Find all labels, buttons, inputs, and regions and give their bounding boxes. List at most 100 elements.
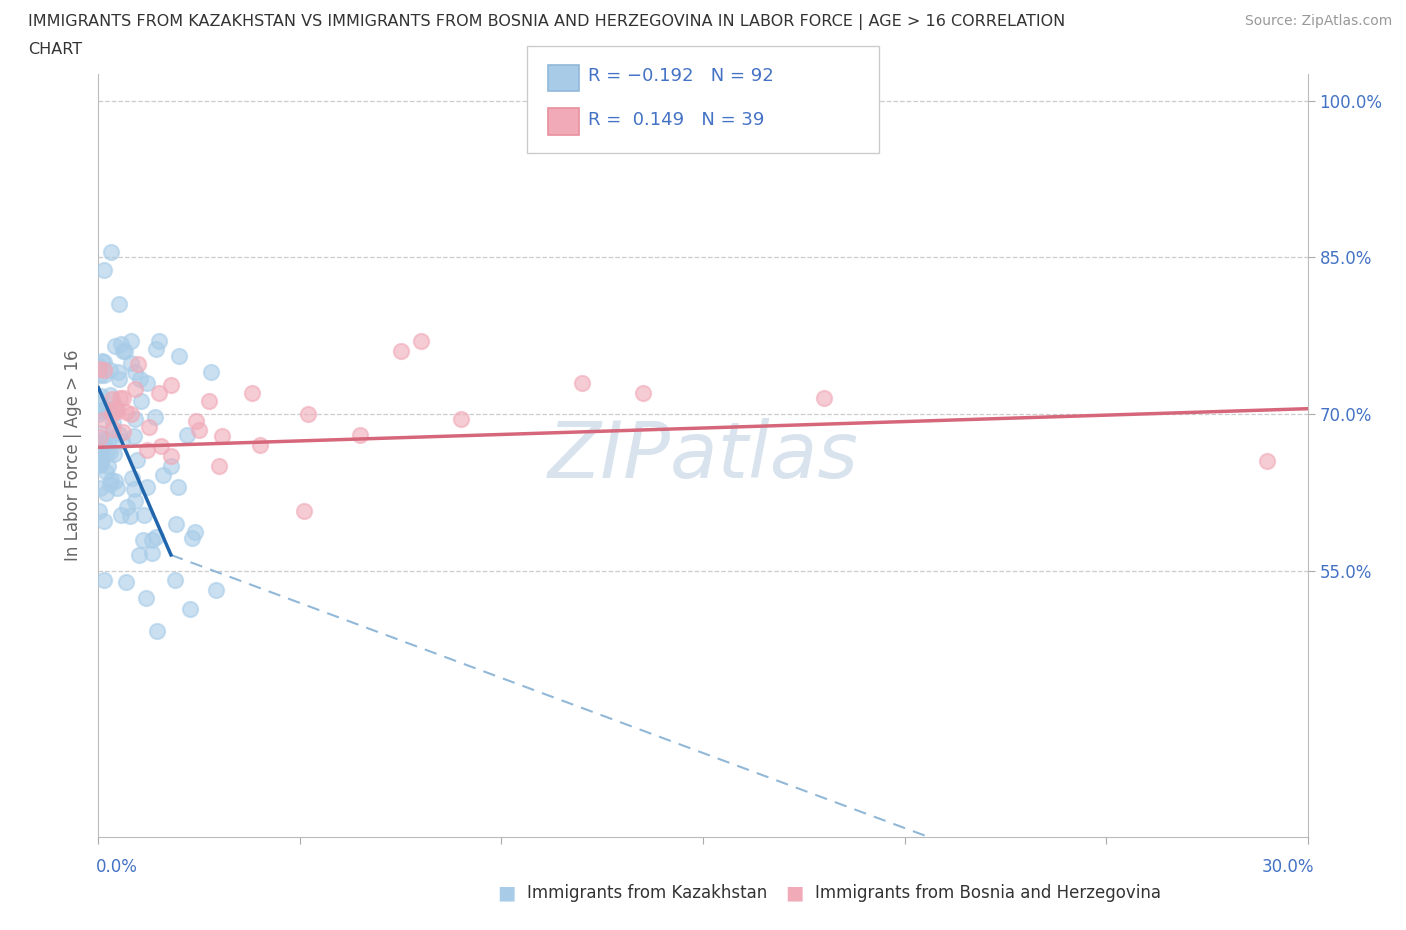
Point	[179, 602, 201, 617]
Point	[148, 333, 170, 348]
Point	[138, 419, 160, 434]
Point	[90, 404, 112, 418]
Point	[89, 430, 111, 445]
Point	[389, 344, 412, 359]
Point	[152, 467, 174, 482]
Point	[89, 367, 111, 382]
Point	[110, 508, 132, 523]
Point	[90, 452, 112, 467]
Point	[103, 339, 125, 353]
Point	[93, 572, 115, 587]
Point	[96, 444, 118, 458]
Point	[176, 428, 198, 443]
Point	[111, 424, 134, 439]
Point	[89, 362, 111, 377]
Point	[93, 437, 115, 452]
Text: R =  0.149   N = 39: R = 0.149 N = 39	[588, 111, 763, 129]
Point	[184, 414, 207, 429]
Point	[167, 349, 190, 364]
Point	[108, 391, 131, 405]
Point	[115, 575, 138, 590]
Text: R = −0.192   N = 92: R = −0.192 N = 92	[588, 67, 773, 86]
Point	[87, 435, 110, 450]
Point	[167, 479, 190, 494]
Point	[89, 458, 111, 472]
Point	[101, 415, 124, 430]
Point	[93, 354, 115, 369]
Point	[93, 363, 115, 378]
Point	[145, 529, 167, 544]
Point	[98, 363, 121, 378]
Text: CHART: CHART	[28, 42, 82, 57]
Point	[110, 337, 132, 352]
Point	[205, 582, 228, 597]
Point	[100, 406, 122, 421]
Point	[136, 480, 159, 495]
Point	[103, 446, 125, 461]
Point	[91, 403, 114, 418]
Point	[132, 508, 155, 523]
Text: ZIPatlas: ZIPatlas	[547, 418, 859, 494]
Point	[184, 525, 207, 539]
Text: ■: ■	[496, 884, 516, 902]
Point	[90, 452, 112, 467]
Point	[114, 405, 136, 419]
Point	[94, 486, 117, 501]
Point	[132, 533, 155, 548]
Point	[124, 365, 146, 379]
Point	[813, 391, 835, 405]
Point	[150, 438, 173, 453]
Point	[105, 481, 128, 496]
Point	[450, 412, 472, 427]
Point	[100, 245, 122, 259]
Point	[108, 371, 131, 386]
Point	[111, 391, 134, 405]
Point	[129, 393, 152, 408]
Point	[103, 401, 125, 416]
Point	[165, 572, 187, 587]
Point	[124, 494, 146, 509]
Point	[114, 343, 136, 358]
Point	[94, 465, 117, 480]
Point	[101, 421, 124, 436]
Point	[87, 504, 110, 519]
Y-axis label: In Labor Force | Age > 16: In Labor Force | Age > 16	[65, 350, 83, 562]
Point	[409, 333, 432, 348]
Point	[93, 432, 115, 446]
Point	[631, 386, 654, 401]
Point	[91, 412, 114, 427]
Point	[122, 482, 145, 497]
Point	[98, 445, 121, 460]
Point	[105, 404, 128, 418]
Point	[89, 457, 111, 472]
Point	[143, 409, 166, 424]
Point	[120, 333, 142, 348]
Point	[240, 386, 263, 401]
Point	[200, 365, 222, 379]
Point	[297, 406, 319, 421]
Text: Immigrants from Bosnia and Herzegovina: Immigrants from Bosnia and Herzegovina	[815, 884, 1161, 902]
Point	[104, 400, 127, 415]
Point	[181, 530, 204, 545]
Point	[98, 403, 121, 418]
Point	[89, 480, 111, 495]
Point	[89, 426, 111, 441]
Point	[90, 353, 112, 368]
Point	[198, 393, 221, 408]
Point	[120, 509, 142, 524]
Point	[125, 453, 148, 468]
Text: IMMIGRANTS FROM KAZAKHSTAN VS IMMIGRANTS FROM BOSNIA AND HERZEGOVINA IN LABOR FO: IMMIGRANTS FROM KAZAKHSTAN VS IMMIGRANTS…	[28, 14, 1066, 30]
Point	[124, 412, 146, 427]
Point	[101, 392, 124, 406]
Point	[124, 429, 146, 444]
Point	[188, 422, 211, 437]
Point	[121, 355, 143, 370]
Point	[98, 476, 121, 491]
Point	[89, 396, 111, 411]
Point	[98, 432, 121, 446]
Point	[93, 262, 115, 277]
Point	[107, 297, 129, 312]
Point	[98, 388, 121, 403]
Point	[135, 375, 157, 390]
Point	[124, 382, 146, 397]
